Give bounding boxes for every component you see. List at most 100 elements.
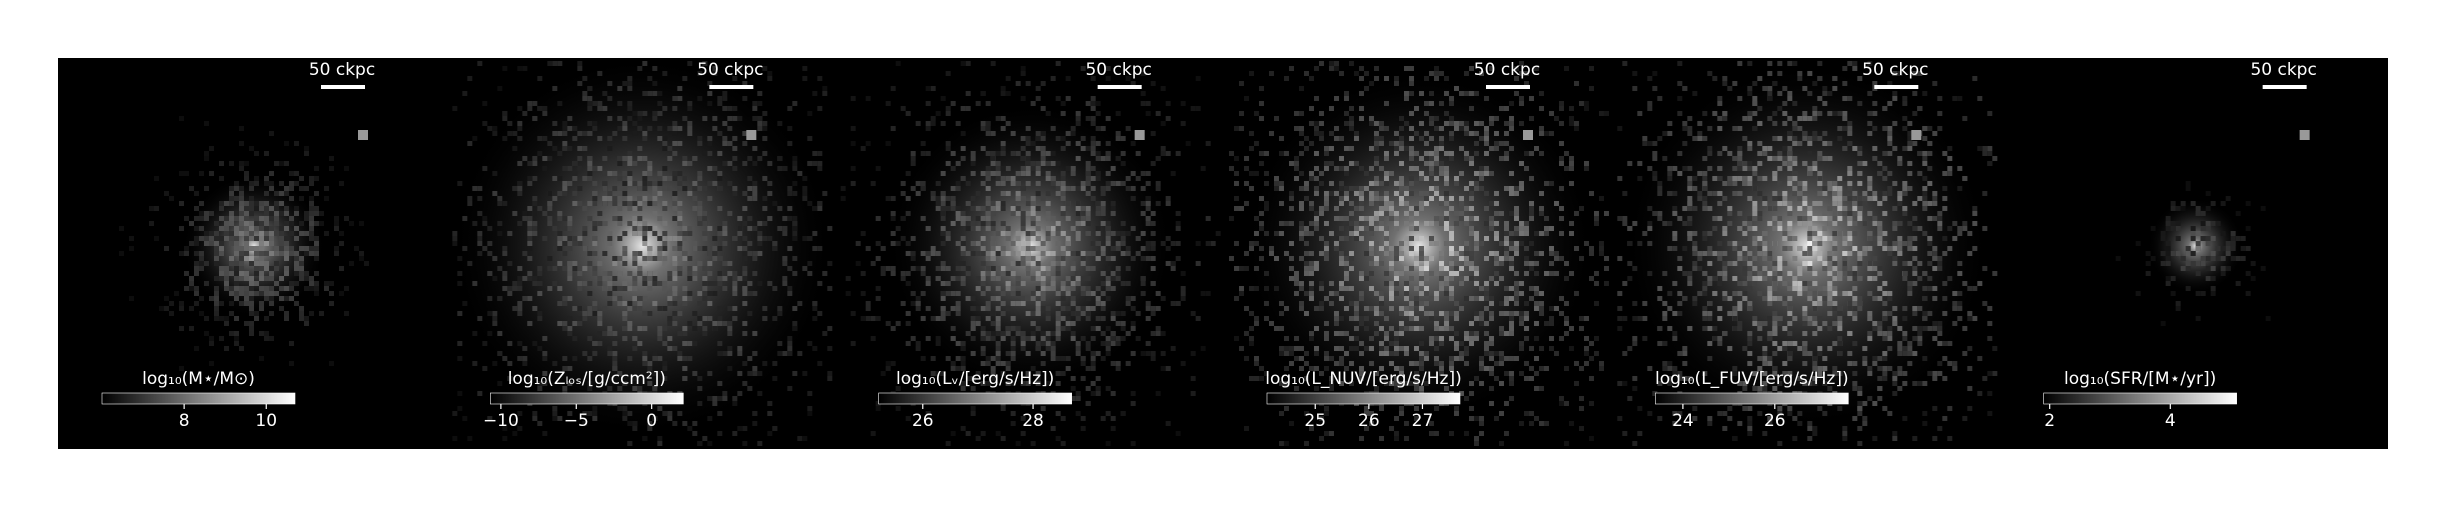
pixel bbox=[1025, 351, 1031, 356]
pixel bbox=[1065, 186, 1071, 191]
pixel bbox=[637, 271, 643, 276]
pixel bbox=[1358, 366, 1364, 371]
pixel bbox=[487, 241, 493, 246]
pixel bbox=[1513, 191, 1519, 196]
pixel bbox=[1313, 211, 1319, 216]
pixel bbox=[607, 346, 613, 351]
pixel bbox=[284, 266, 289, 271]
pixel bbox=[875, 256, 881, 261]
pixel bbox=[1035, 171, 1041, 176]
pixel bbox=[1443, 321, 1449, 326]
pixel bbox=[742, 191, 748, 196]
pixel bbox=[1035, 276, 1041, 281]
pixel bbox=[532, 211, 538, 216]
pixel bbox=[672, 121, 678, 126]
pixel bbox=[239, 256, 244, 261]
pixel bbox=[264, 231, 269, 236]
pixel bbox=[154, 236, 159, 241]
pixel bbox=[309, 311, 314, 316]
pixel bbox=[722, 136, 728, 141]
pixel bbox=[995, 176, 1001, 181]
pixel bbox=[1303, 266, 1309, 271]
pixel bbox=[1388, 341, 1394, 346]
pixel bbox=[767, 76, 773, 81]
pixel bbox=[1060, 186, 1066, 191]
pixel bbox=[1548, 111, 1554, 116]
pixel bbox=[1433, 186, 1439, 191]
pixel bbox=[637, 196, 643, 201]
pixel bbox=[1080, 336, 1086, 341]
pixel bbox=[955, 181, 961, 186]
pixel bbox=[1005, 286, 1011, 291]
pixel bbox=[1448, 276, 1454, 281]
pixel bbox=[702, 236, 708, 241]
pixel bbox=[677, 311, 683, 316]
pixel bbox=[1005, 76, 1011, 81]
pixel bbox=[682, 341, 688, 346]
pixel bbox=[279, 241, 284, 246]
pixel bbox=[682, 251, 688, 256]
pixel bbox=[537, 136, 543, 141]
pixel bbox=[1368, 166, 1374, 171]
pixel bbox=[672, 256, 678, 261]
pixel bbox=[572, 266, 578, 271]
pixel bbox=[1090, 291, 1096, 296]
pixel bbox=[229, 291, 234, 296]
pixel bbox=[637, 386, 643, 391]
pixel bbox=[1528, 176, 1534, 181]
pixel bbox=[1075, 346, 1081, 351]
pixel bbox=[1318, 206, 1324, 211]
pixel bbox=[487, 311, 493, 316]
pixel bbox=[717, 226, 723, 231]
pixel bbox=[1015, 231, 1021, 236]
pixel bbox=[642, 351, 648, 356]
pixel bbox=[1010, 316, 1016, 321]
pixel bbox=[1258, 211, 1264, 216]
pixel bbox=[1458, 201, 1464, 206]
pixel bbox=[627, 156, 633, 161]
pixel bbox=[1248, 146, 1254, 151]
pixel bbox=[1488, 216, 1494, 221]
pixel bbox=[1293, 386, 1299, 391]
pixel bbox=[1248, 376, 1254, 381]
pixel bbox=[1438, 221, 1444, 226]
pixel bbox=[1408, 66, 1414, 71]
pixel bbox=[632, 111, 638, 116]
pixel bbox=[1463, 296, 1469, 301]
pixel bbox=[1045, 151, 1051, 156]
pixel bbox=[1498, 326, 1504, 331]
pixel bbox=[1090, 366, 1096, 371]
pixel bbox=[284, 211, 289, 216]
pixel bbox=[562, 226, 568, 231]
pixel bbox=[249, 311, 254, 316]
pixel bbox=[717, 206, 723, 211]
pixel bbox=[995, 151, 1001, 156]
pixel bbox=[597, 221, 603, 226]
pixel bbox=[1040, 276, 1046, 281]
pixel bbox=[1155, 291, 1161, 296]
pixel bbox=[359, 221, 364, 226]
pixel bbox=[1528, 241, 1534, 246]
pixel bbox=[1543, 226, 1549, 231]
pixel bbox=[1085, 101, 1091, 106]
pixel bbox=[890, 216, 896, 221]
pixel bbox=[672, 261, 678, 266]
pixel bbox=[214, 221, 219, 226]
pixel bbox=[244, 246, 249, 251]
pixel bbox=[1045, 236, 1051, 241]
pixel bbox=[1513, 286, 1519, 291]
pixel bbox=[762, 111, 768, 116]
pixel bbox=[905, 311, 911, 316]
pixel bbox=[1155, 186, 1161, 191]
pixel bbox=[617, 191, 623, 196]
pixel bbox=[1105, 241, 1111, 246]
pixel bbox=[244, 236, 249, 241]
pixel bbox=[737, 426, 743, 431]
pixel bbox=[492, 311, 498, 316]
pixel bbox=[1085, 251, 1091, 256]
pixel bbox=[1443, 76, 1449, 81]
pixel bbox=[1155, 156, 1161, 161]
pixel bbox=[274, 251, 279, 256]
pixel bbox=[577, 201, 583, 206]
pixel bbox=[1328, 356, 1334, 361]
